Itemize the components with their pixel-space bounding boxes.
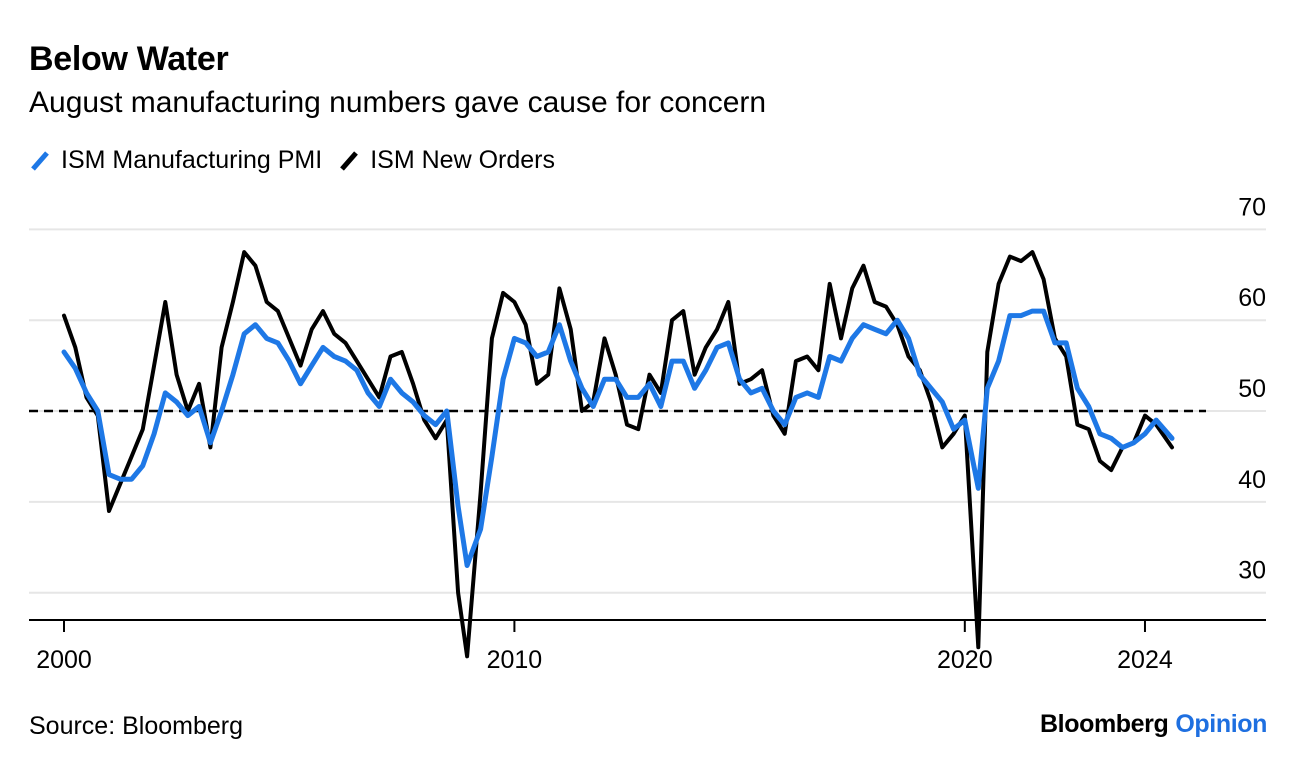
y-axis-ticks: 30 40 50 60 70 xyxy=(1238,193,1266,584)
brand-logo: Bloomberg Opinion xyxy=(1040,710,1267,739)
legend-swatch-new-orders-mark xyxy=(340,150,359,171)
legend-label-pmi: ISM Manufacturing PMI xyxy=(61,146,323,174)
x-axis: 2000 2010 2020 2024 xyxy=(29,619,1266,674)
legend-swatch-pmi-mark xyxy=(31,150,49,171)
chart-subtitle: August manufacturing numbers gave cause … xyxy=(29,86,767,119)
legend-swatch-pmi xyxy=(31,150,49,171)
series-line-new-orders xyxy=(62,250,1174,659)
brand-accent: Opinion xyxy=(1175,710,1267,738)
series-lines xyxy=(61,250,1175,659)
legend-label-new-orders: ISM New Orders xyxy=(370,146,555,174)
source-note: Source: Bloomberg xyxy=(29,712,244,740)
legend-item-pmi: ISM Manufacturing PMI xyxy=(29,146,322,175)
y-tick-label-30: 30 xyxy=(1238,557,1266,585)
chart-title: Below Water xyxy=(29,40,229,78)
y-tick-label-70: 70 xyxy=(1238,193,1266,221)
series-line-pmi xyxy=(61,308,1175,568)
x-tick-label-2010: 2010 xyxy=(487,646,543,674)
y-tick-label-50: 50 xyxy=(1238,375,1266,403)
brand-main: Bloomberg xyxy=(1040,710,1169,738)
y-tick-label-40: 40 xyxy=(1238,466,1266,494)
x-tick-label-2000: 2000 xyxy=(36,646,92,674)
legend-item-new-orders: ISM New Orders xyxy=(338,146,555,175)
legend: ISM Manufacturing PMI ISM New Orders xyxy=(29,146,571,175)
x-tick-label-2020: 2020 xyxy=(937,646,993,674)
legend-swatch-new-orders xyxy=(340,150,359,171)
x-tick-label-2024: 2024 xyxy=(1117,646,1173,674)
y-tick-label-60: 60 xyxy=(1238,284,1266,312)
